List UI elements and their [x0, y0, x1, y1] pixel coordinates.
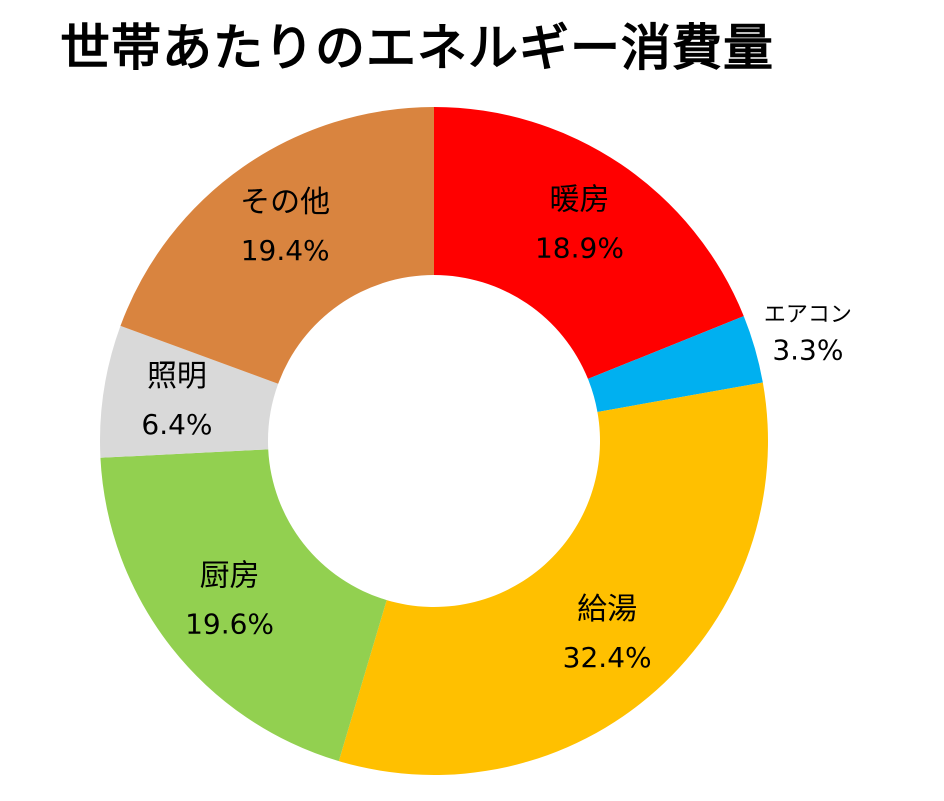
slice-label-name-4: 厨房	[200, 559, 260, 594]
slice-label-name-5: 照明	[147, 359, 207, 394]
slice-3	[338, 382, 769, 775]
slice-label-value-5: 6.4%	[141, 408, 212, 441]
slice-1	[434, 107, 744, 379]
slice-label-name-3: 給湯	[577, 592, 637, 627]
slice-labels: 暖房 18.9% エアコン 3.3% 給湯 32.4% 厨房 19.6% 照明 6.4% その他 19…	[141, 183, 852, 674]
slice-label-value-4: 19.6%	[185, 608, 274, 641]
slice-label-name-6: その他	[240, 185, 330, 220]
slice-label-value-1: 18.9%	[535, 232, 624, 265]
slice-label-value-2: 3.3%	[772, 334, 843, 367]
donut-slices	[100, 107, 769, 775]
slice-2	[587, 316, 763, 412]
slice-5	[100, 325, 279, 458]
slice-label-value-3: 32.4%	[563, 641, 652, 674]
slice-6	[120, 107, 434, 384]
chart-title: 世帯あたりのエネルギー消費量	[60, 19, 774, 77]
slice-4	[100, 449, 387, 762]
slice-label-name-1: 暖房	[549, 183, 609, 218]
slice-label-value-6: 19.4%	[241, 234, 330, 267]
slice-label-name-2: エアコン	[764, 303, 852, 328]
